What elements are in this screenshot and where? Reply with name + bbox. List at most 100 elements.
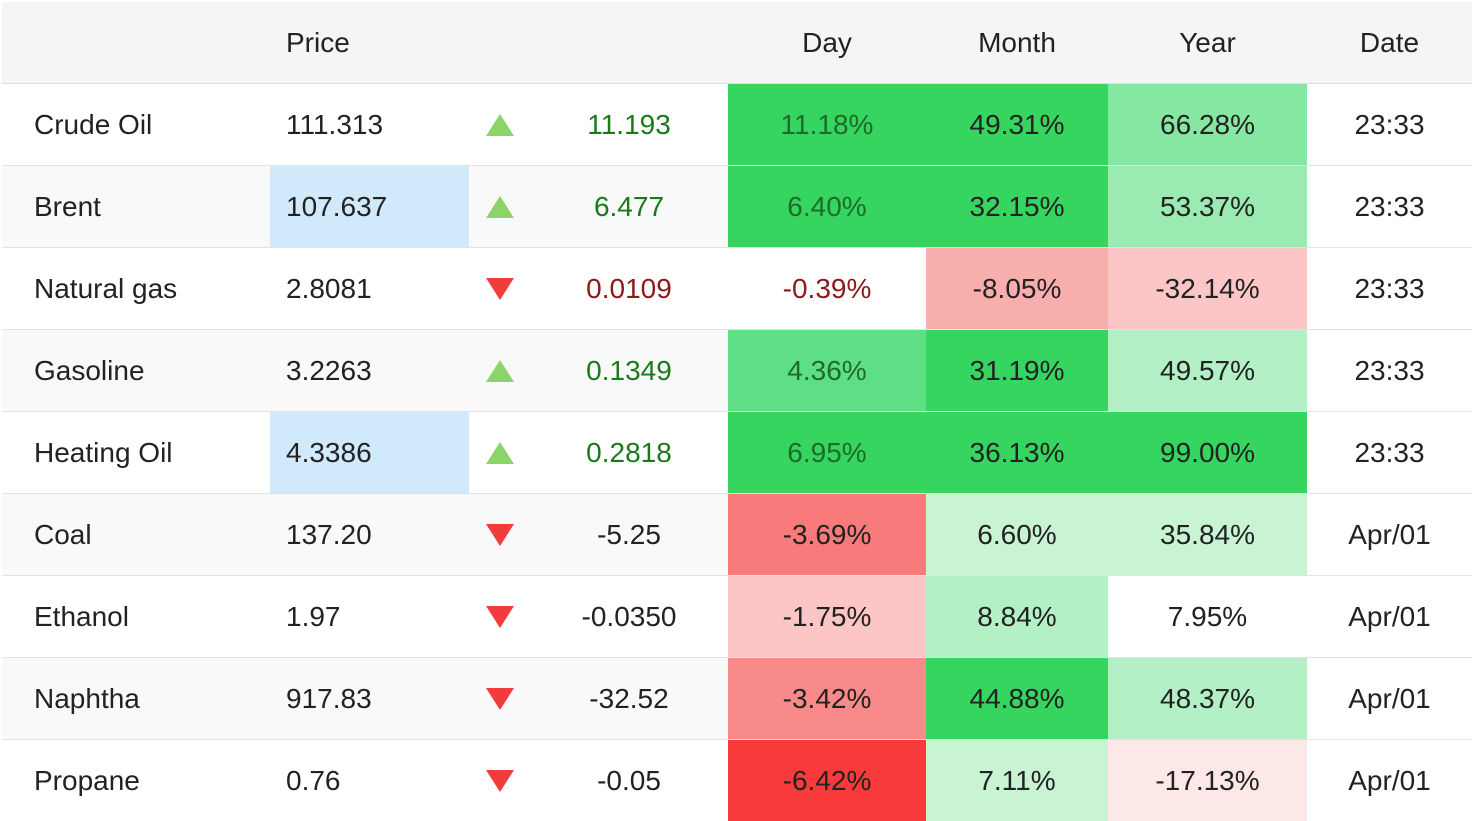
month-change-cell: 36.13% xyxy=(926,412,1108,494)
change-cell: 6.477 xyxy=(530,166,728,248)
up-arrow xyxy=(485,358,515,384)
date-cell: Apr/01 xyxy=(1307,576,1472,658)
commodity-name: Naphtha xyxy=(2,658,270,740)
month-change-cell: -8.05% xyxy=(926,248,1108,330)
day-change-cell: -3.69% xyxy=(728,494,926,576)
year-change-cell: 35.84% xyxy=(1108,494,1307,576)
trend-icon-cell xyxy=(469,84,530,166)
trend-icon-cell xyxy=(469,576,530,658)
year-change-cell: 7.95% xyxy=(1108,576,1307,658)
commodity-name: Crude Oil xyxy=(2,84,270,166)
trend-icon-cell xyxy=(469,248,530,330)
day-change-cell: -1.75% xyxy=(728,576,926,658)
trend-icon-cell xyxy=(469,330,530,412)
year-change-cell: 48.37% xyxy=(1108,658,1307,740)
price-cell: 107.637 xyxy=(270,166,469,248)
date-cell: 23:33 xyxy=(1307,84,1472,166)
change-cell: 0.1349 xyxy=(530,330,728,412)
year-change-cell: 53.37% xyxy=(1108,166,1307,248)
up-arrow xyxy=(485,194,515,220)
price-cell: 2.8081 xyxy=(270,248,469,330)
date-cell: Apr/01 xyxy=(1307,494,1472,576)
up-arrow xyxy=(485,440,515,466)
commodity-name: Coal xyxy=(2,494,270,576)
trend-icon-cell xyxy=(469,166,530,248)
commodity-name: Heating Oil xyxy=(2,412,270,494)
commodity-name: Brent xyxy=(2,166,270,248)
month-change-cell: 7.11% xyxy=(926,740,1108,821)
day-change-cell: 4.36% xyxy=(728,330,926,412)
header-row: Price Day Month Year Date xyxy=(2,2,1472,84)
commodity-name: Propane xyxy=(2,740,270,821)
change-cell: -32.52 xyxy=(530,658,728,740)
header-cell: Price xyxy=(270,2,469,84)
month-change-cell: 31.19% xyxy=(926,330,1108,412)
month-change-cell: 32.15% xyxy=(926,166,1108,248)
date-cell: 23:33 xyxy=(1307,330,1472,412)
price-cell: 917.83 xyxy=(270,658,469,740)
commodity-name: Ethanol xyxy=(2,576,270,658)
trend-icon-cell xyxy=(469,740,530,821)
trend-icon-cell xyxy=(469,412,530,494)
header-cell: Year xyxy=(1108,2,1307,84)
header-cell: Month xyxy=(926,2,1108,84)
year-change-cell: -17.13% xyxy=(1108,740,1307,821)
change-cell: -0.0350 xyxy=(530,576,728,658)
change-cell: 11.193 xyxy=(530,84,728,166)
table-header: Price Day Month Year Date xyxy=(2,2,1472,84)
commodity-name: Natural gas xyxy=(2,248,270,330)
down-arrow xyxy=(485,522,515,548)
change-cell: -0.05 xyxy=(530,740,728,821)
trend-icon-cell xyxy=(469,658,530,740)
price-cell: 1.97 xyxy=(270,576,469,658)
change-cell: -5.25 xyxy=(530,494,728,576)
price-cell: 137.20 xyxy=(270,494,469,576)
day-change-cell: -6.42% xyxy=(728,740,926,821)
header-cell: Day xyxy=(728,2,926,84)
date-cell: 23:33 xyxy=(1307,166,1472,248)
day-change-cell: 6.40% xyxy=(728,166,926,248)
date-cell: Apr/01 xyxy=(1307,658,1472,740)
header-cell: Date xyxy=(1307,2,1472,84)
day-change-cell: -3.42% xyxy=(728,658,926,740)
day-change-cell: -0.39% xyxy=(728,248,926,330)
date-cell: 23:33 xyxy=(1307,412,1472,494)
price-cell: 111.313 xyxy=(270,84,469,166)
change-cell: 0.0109 xyxy=(530,248,728,330)
month-change-cell: 49.31% xyxy=(926,84,1108,166)
month-change-cell: 8.84% xyxy=(926,576,1108,658)
trend-icon-cell xyxy=(469,494,530,576)
down-arrow xyxy=(485,276,515,302)
price-cell: 4.3386 xyxy=(270,412,469,494)
down-arrow xyxy=(485,604,515,630)
month-change-cell: 44.88% xyxy=(926,658,1108,740)
header-cell xyxy=(2,2,270,84)
day-change-cell: 6.95% xyxy=(728,412,926,494)
down-arrow xyxy=(485,686,515,712)
year-change-cell: 99.00% xyxy=(1108,412,1307,494)
day-change-cell: 11.18% xyxy=(728,84,926,166)
header-cell xyxy=(530,2,728,84)
up-arrow xyxy=(485,112,515,138)
price-cell: 0.76 xyxy=(270,740,469,821)
year-change-cell: 49.57% xyxy=(1108,330,1307,412)
down-arrow xyxy=(485,768,515,794)
date-cell: 23:33 xyxy=(1307,248,1472,330)
year-change-cell: -32.14% xyxy=(1108,248,1307,330)
change-cell: 0.2818 xyxy=(530,412,728,494)
year-change-cell: 66.28% xyxy=(1108,84,1307,166)
header-cell xyxy=(469,2,530,84)
commodity-name: Gasoline xyxy=(2,330,270,412)
